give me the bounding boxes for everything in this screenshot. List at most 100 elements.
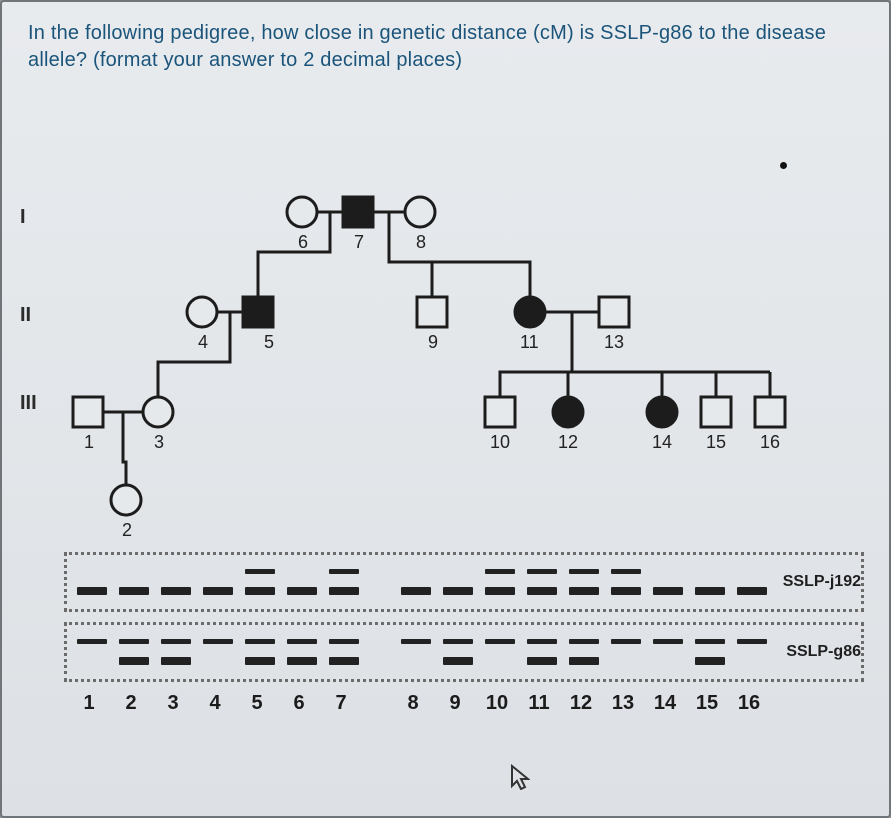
pedigree-node-label-III12: 12 [558,432,578,452]
pedigree-node-I7 [343,197,373,227]
gel-0-lane-15-band-2 [695,587,725,595]
gel-label-j192: SSLP-j192 [781,573,863,591]
gel-0-lane-7-band-2 [329,587,359,595]
gel-1-lane-14 [647,625,689,679]
lane-number-13: 13 [602,692,644,715]
gel-0-lane-4 [197,555,239,609]
gel-1-lane-2 [113,625,155,679]
pedigree-node-II4 [187,297,217,327]
gel-1-lane-11-band-1 [527,639,557,644]
gel-0-lane-13-band-1 [611,569,641,574]
gel-1-lane-2-band-2 [119,657,149,665]
pedigree-node-label-III14: 14 [652,432,672,452]
lane-number-16: 16 [728,692,770,715]
gel-1-lane-11 [521,625,563,679]
gel-1-lane-15 [689,625,731,679]
gel-0-lane-5-band-2 [245,587,275,595]
gel-box-j192: SSLP-j192 [64,552,864,612]
gel-0-lane-6-band-2 [287,587,317,595]
gel-1-lane-16 [731,625,773,679]
gel-1-lane-12-band-2 [569,657,599,665]
gel-0-lane-11 [521,555,563,609]
pedigree-node-III1 [73,397,103,427]
lane-number-4: 4 [194,692,236,715]
cursor-icon [510,764,530,790]
gel-1-lane-7-band-1 [329,639,359,644]
lane-number-11: 11 [518,692,560,715]
gel-0-lane-16 [731,555,773,609]
gel-0-lane-5-band-1 [245,569,275,574]
pedigree-node-label-II13: 13 [604,332,624,352]
lane-numbers-row: 12345678910111213141516 [68,692,788,715]
pedigree-node-III15 [701,397,731,427]
lane-number-12: 12 [560,692,602,715]
gel-0-lane-12-band-1 [569,569,599,574]
gel-1-lane-3 [155,625,197,679]
lane-number-8: 8 [392,692,434,715]
gel-1-lane-1 [71,625,113,679]
gel-1-lane-14-band-1 [653,639,683,644]
gel-1-lane-4-band-1 [203,639,233,644]
pedigree-node-II13 [599,297,629,327]
gel-1-lane-1-band-1 [77,639,107,644]
gel-0-lane-16-band-2 [737,587,767,595]
pedigree-node-label-III10: 10 [490,432,510,452]
pedigree-node-III12 [553,397,583,427]
gel-1-lane-9-band-2 [443,657,473,665]
pedigree-node-II9 [417,297,447,327]
gel-1-lane-2-band-1 [119,639,149,644]
gel-0-lane-12 [563,555,605,609]
pedigree-node-label-II9: 9 [428,332,438,352]
gel-1-lane-5-band-1 [245,639,275,644]
gel-0-lane-9 [437,555,479,609]
lane-number-6: 6 [278,692,320,715]
gel-1-lane-8 [395,625,437,679]
gel-1-lane-15-band-2 [695,657,725,665]
lane-number-2: 2 [110,692,152,715]
gel-0-lane-7-band-1 [329,569,359,574]
gel-1-lane-8-band-1 [401,639,431,644]
gel-1-lane-7 [323,625,365,679]
question-line-1: In the following pedigree, how close in … [28,22,826,44]
gel-0-lane-3-band-2 [161,587,191,595]
gel-0-lane-1 [71,555,113,609]
pedigree-node-label-I6: 6 [298,232,308,252]
lane-number-5: 5 [236,692,278,715]
gel-0-lane-15 [689,555,731,609]
gel-0-lane-1-band-2 [77,587,107,595]
gel-0-lane-2 [113,555,155,609]
gel-1-lane-6-band-2 [287,657,317,665]
gel-0-lane-2-band-2 [119,587,149,595]
gel-0-lane-3 [155,555,197,609]
lane-number-10: 10 [476,692,518,715]
gel-1-lane-16-band-1 [737,639,767,644]
gel-0-lane-10-band-1 [485,569,515,574]
pedigree-node-I8 [405,197,435,227]
gel-1-lane-15-band-1 [695,639,725,644]
gel-1-lane-10 [479,625,521,679]
lane-number-7: 7 [320,692,362,715]
pedigree-node-II5 [243,297,273,327]
pedigree-node-III14 [647,397,677,427]
lane-number-15: 15 [686,692,728,715]
question-text: In the following pedigree, how close in … [2,2,889,84]
pedigree-node-I6 [287,197,317,227]
gel-1-lane-3-band-2 [161,657,191,665]
pedigree-node-label-II4: 4 [198,332,208,352]
gel-1-lane-12 [563,625,605,679]
gel-1-lane-5 [239,625,281,679]
pedigree-node-label-II11: 11 [520,332,539,352]
gel-0-lane-7 [323,555,365,609]
gel-0-lane-12-band-2 [569,587,599,595]
gel-0-lane-13-band-2 [611,587,641,595]
gel-0-lane-10 [479,555,521,609]
gel-1-lane-13 [605,625,647,679]
gel-0-lane-11-band-1 [527,569,557,574]
page: In the following pedigree, how close in … [0,0,891,818]
pedigree-node-III3 [143,397,173,427]
gel-1-lane-13-band-1 [611,639,641,644]
pedigree-node-label-II5: 5 [264,332,274,352]
pedigree-node-label-III16: 16 [760,432,780,452]
pedigree-node-label-III15: 15 [706,432,726,452]
gel-0-lane-13 [605,555,647,609]
